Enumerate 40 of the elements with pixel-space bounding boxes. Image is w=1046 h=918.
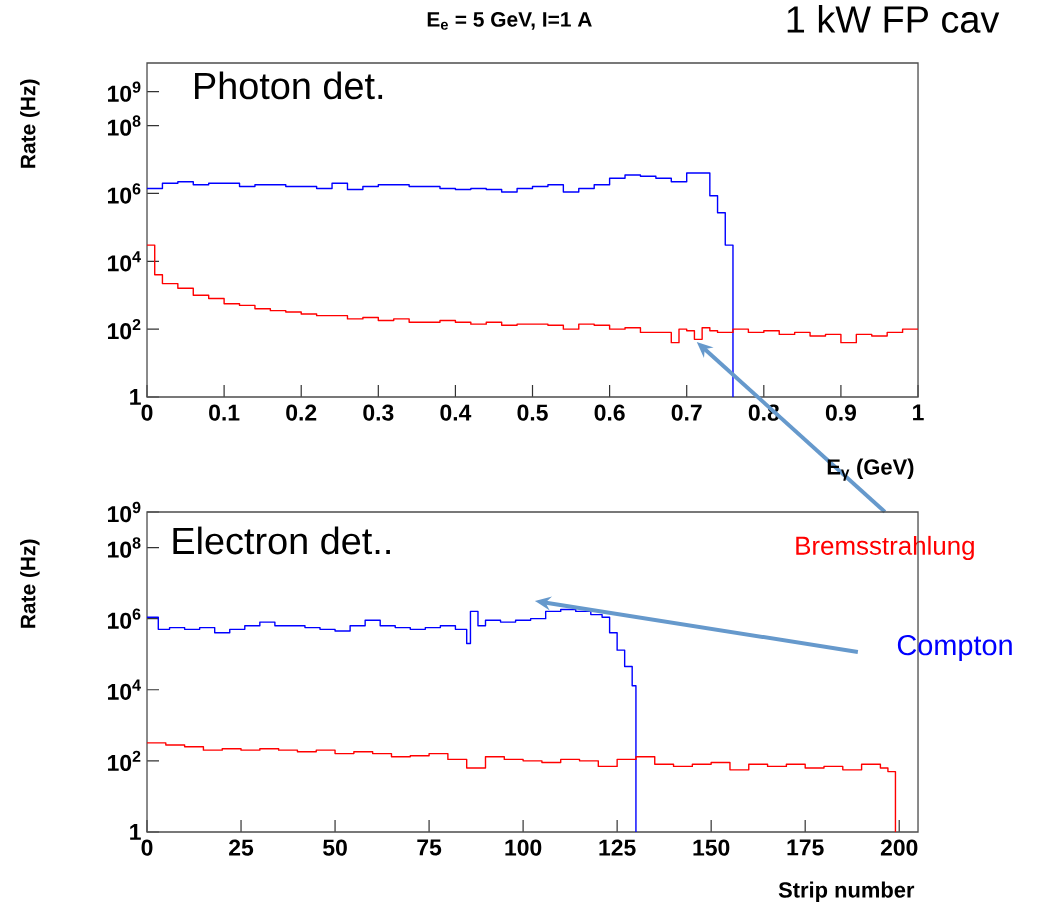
y-tick-label: 10$^{9}$ [108,501,141,523]
y-tick-label: 10$^{4}$ [108,679,141,700]
x-tick-label: 175 [787,839,824,856]
y-tick-label: 1 [130,389,141,405]
annotation: Electron det.. [173,526,390,555]
x-tick-label: 125 [599,839,636,856]
chart-title: E$_{e}$ = 5 GeV, I=1 A [427,12,592,30]
x-tick-label: 0 [141,404,153,421]
x-tick-label: 100 [505,839,542,856]
y-tick-label: 10$^{4}$ [108,251,141,272]
x-tick-label: 0.5 [517,404,548,421]
x-tick-label: 0.6 [594,404,625,421]
y-axis-title: Rate (Hz) [20,539,40,628]
x-tick-label: 0.9 [825,404,856,421]
x-tick-label: 50 [323,839,347,856]
x-tick-label: 0.1 [209,404,240,421]
y-tick-label: 10$^{6}$ [108,608,141,629]
y-tick-label: 10$^{2}$ [108,318,141,340]
text: Bremsstrahlung [796,535,974,561]
text: 1 kW FP cav [787,5,1000,33]
y-tick-label: 1 [130,824,141,840]
y-tick-label: 10$^{8}$ [108,115,141,136]
text: Compton [897,634,1012,662]
y-tick-label: 10$^{8}$ [108,537,141,558]
x-tick-label: 200 [880,839,918,856]
annotation: Photon det. [195,71,383,100]
y-axis-title: Rate (Hz) [20,79,40,168]
x-tick-label: 0.2 [286,404,317,421]
x-tick-label: 0 [141,839,153,856]
x-tick-label: 150 [693,839,730,856]
y-tick-label: 10$^{9}$ [108,81,141,102]
x-tick-label: 0.7 [671,404,702,421]
x-tick-label: 75 [417,839,442,856]
x-tick-label: 0.4 [440,404,472,421]
y-tick-label: 10$^{6}$ [108,183,141,204]
x-tick-label: 25 [229,839,254,856]
x-tick-label: 0.3 [363,404,394,421]
x-tick-label: 1 [913,404,924,421]
x-axis-title: Strip number [778,881,915,903]
y-tick-label: 10$^{2}$ [108,750,141,772]
